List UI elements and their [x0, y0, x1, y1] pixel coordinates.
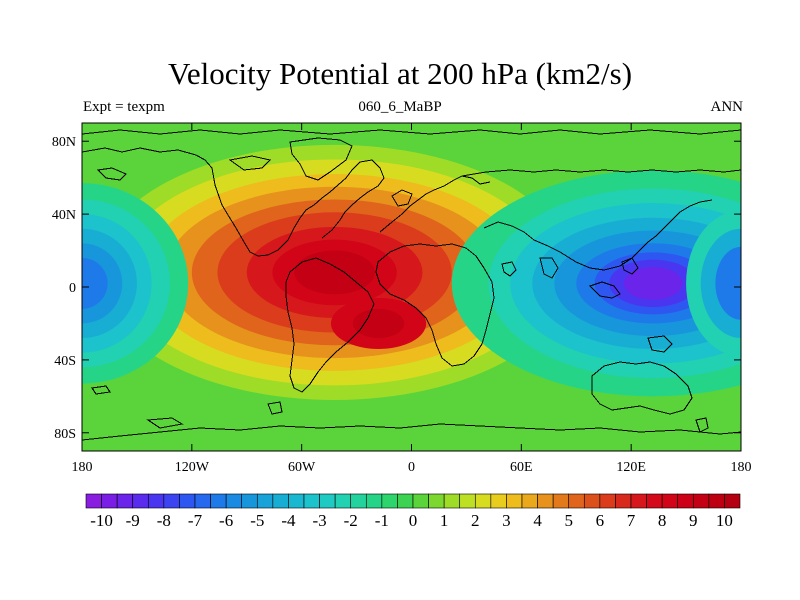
colorbar-box [692, 493, 710, 509]
colorbar-box [724, 493, 741, 509]
colorbar-label: 2 [471, 511, 480, 530]
y-tick-label: 0 [69, 281, 76, 296]
colorbar-box [568, 493, 585, 509]
colorbar-label: -6 [219, 511, 233, 530]
colorbar-box [303, 493, 320, 509]
colorbar-box [537, 493, 554, 509]
colorbar-box [101, 493, 118, 509]
y-axis: 80N 40N 0 40S 80S [52, 135, 741, 442]
colorbar-label: 3 [502, 511, 511, 530]
colorbar-label: -2 [344, 511, 358, 530]
colorbar-label: 7 [627, 511, 636, 530]
x-tick-label: 60W [288, 460, 316, 475]
colorbar-box [615, 493, 632, 509]
colorbar-box [397, 493, 414, 509]
y-tick-label: 80S [54, 427, 76, 442]
colorbar-box [428, 493, 445, 509]
colorbar-label: -10 [90, 511, 113, 530]
colorbar-box [225, 493, 243, 509]
colorbar-box [443, 493, 461, 509]
coastlines [82, 129, 741, 441]
colorbar-box [646, 493, 663, 509]
colorbar-box [350, 493, 367, 509]
colorbar-box [132, 493, 149, 509]
colorbar-box [474, 493, 492, 509]
colorbar-box [365, 493, 383, 509]
colorbar-label: -1 [375, 511, 389, 530]
colorbar-label: 9 [689, 511, 698, 530]
season-label: ANN [710, 99, 744, 115]
contour-band-19 [623, 266, 683, 300]
case-label: 060_6_MaBP [358, 99, 442, 115]
colorbar-label: 10 [716, 511, 733, 530]
contour-band-25 [82, 257, 108, 309]
colorbar-box [179, 493, 196, 509]
x-tick-label: 120E [616, 460, 646, 475]
colorbar-label: -3 [312, 511, 326, 530]
colorbar-box [210, 493, 227, 509]
colorbar-box [708, 493, 725, 509]
x-tick-label: 180 [72, 460, 93, 475]
colorbar-box [272, 493, 289, 509]
contour-band-28 [715, 246, 741, 320]
colorbar-label: -4 [281, 511, 296, 530]
colorbar-label: 1 [440, 511, 449, 530]
colorbar-box [116, 493, 134, 509]
x-axis: 180 120W 60W 0 60E 120E 180 [72, 123, 752, 475]
contour-band-8 [294, 250, 375, 295]
colorbar-box [630, 493, 647, 509]
colorbar-box [381, 493, 398, 509]
colorbar-label: 6 [596, 511, 605, 530]
colorbar-label: -5 [250, 511, 264, 530]
colorbar-label: 0 [409, 511, 418, 530]
colorbar-label: -8 [157, 511, 171, 530]
x-tick-label: 60E [510, 460, 533, 475]
colorbar-box [163, 493, 180, 509]
contour-band-10 [352, 308, 405, 339]
y-tick-label: 40N [52, 208, 76, 223]
colorbar-label: -7 [188, 511, 203, 530]
colorbar-box [194, 493, 211, 509]
colorbar-box [288, 493, 305, 509]
chart-title: Velocity Potential at 200 hPa (km2/s) [167, 56, 633, 91]
colorbar-box [583, 493, 601, 509]
colorbar-box [677, 493, 694, 509]
colorbar-box [85, 493, 102, 509]
x-tick-label: 120W [175, 460, 210, 475]
colorbar: -10 -9 -8 -7 -6 -5 -4 -3 -2 -1 0 1 2 3 4 5 6 7 8 9 10 [85, 493, 741, 530]
x-tick-label: 180 [731, 460, 752, 475]
colorbar-box [506, 493, 523, 509]
colorbar-box [552, 493, 570, 509]
x-tick-label: 0 [408, 460, 415, 475]
colorbar-label: 8 [658, 511, 667, 530]
colorbar-box [599, 493, 616, 509]
colorbar-box [256, 493, 274, 509]
colorbar-box [521, 493, 538, 509]
colorbar-box [459, 493, 476, 509]
colorbar-box [147, 493, 165, 509]
y-tick-label: 40S [54, 354, 76, 369]
colorbar-box [319, 493, 336, 509]
colorbar-label: 4 [533, 511, 542, 530]
experiment-label: Expt = texpm [83, 99, 165, 115]
contour-field [82, 123, 741, 451]
colorbar-box [490, 493, 507, 509]
colorbar-label: 5 [564, 511, 573, 530]
colorbar-label: -9 [126, 511, 140, 530]
colorbar-box [661, 493, 679, 509]
colorbar-box [334, 493, 352, 509]
colorbar-box [412, 493, 429, 509]
y-tick-label: 80N [52, 135, 76, 150]
colorbar-box [241, 493, 258, 509]
